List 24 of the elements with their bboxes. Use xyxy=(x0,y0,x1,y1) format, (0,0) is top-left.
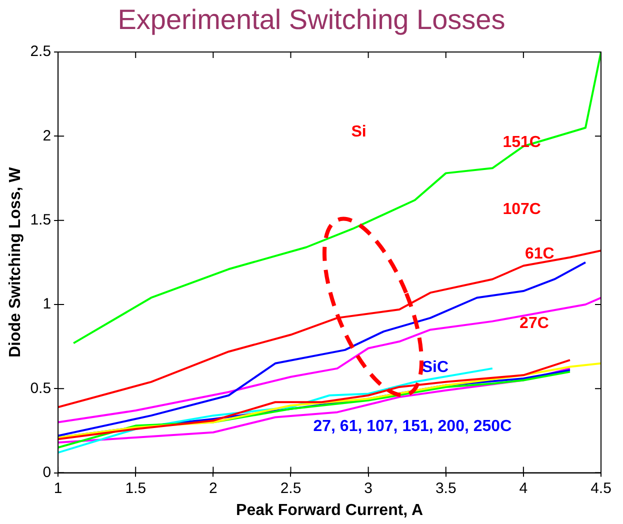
annotation: 27, 61, 107, 151, 200, 250C xyxy=(313,418,512,435)
x-tick-label: 1 xyxy=(54,480,62,497)
x-tick-label: 2 xyxy=(209,480,218,497)
x-tick-label: 1.5 xyxy=(125,480,146,497)
x-axis-title: Peak Forward Current, A xyxy=(236,502,424,519)
x-tick-label: 3.5 xyxy=(435,480,456,497)
y-tick-label: 2.5 xyxy=(30,43,52,60)
y-tick-label: 2 xyxy=(42,127,52,144)
y-tick-label: 0 xyxy=(42,464,52,481)
x-tick-label: 4 xyxy=(519,480,528,497)
annotation: 151C xyxy=(502,134,542,151)
y-axis-title: Diode Switching Loss, W xyxy=(7,166,24,358)
y-tick-label: 1.5 xyxy=(30,211,52,228)
x-tick-label: 2.5 xyxy=(280,480,302,497)
annotation: SiC xyxy=(422,359,449,376)
y-tick-label: 0.5 xyxy=(30,380,52,397)
annotation: Si xyxy=(351,123,366,140)
annotation: 61C xyxy=(524,245,555,262)
annotation: 27C xyxy=(520,314,550,332)
annotation: 107C xyxy=(502,201,542,218)
y-tick-label: 1 xyxy=(42,296,52,313)
x-tick-label: 3 xyxy=(364,480,372,497)
chart-title: Experimental Switching Losses xyxy=(116,4,506,36)
x-tick-label: 4.5 xyxy=(590,480,612,497)
